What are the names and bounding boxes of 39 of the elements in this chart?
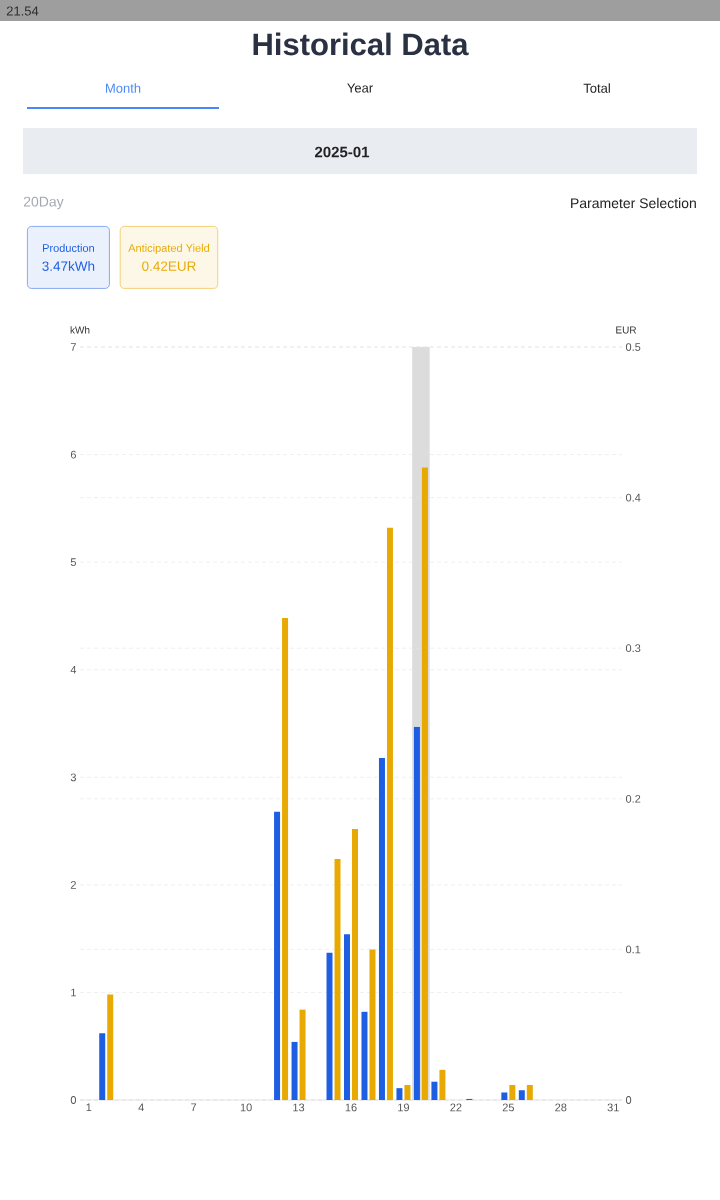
text: Month (106, 83, 141, 93)
text: Total (583, 83, 610, 93)
y2-tick-label: 0.5 (625, 343, 641, 351)
y-tick-label: 6 (70, 450, 76, 459)
x-tick-label: 10 (240, 1103, 252, 1112)
x-tick-label: 25 (502, 1103, 514, 1112)
x-tick-label: 13 (293, 1103, 305, 1112)
text: Parameter Selection (571, 197, 696, 209)
x-tick-label: 31 (607, 1103, 619, 1112)
y-tick-label: 4 (70, 665, 77, 674)
x-tick-label: 7 (191, 1103, 197, 1112)
text: 21.54 (6, 6, 39, 16)
y2-axis-title: EUR (616, 326, 637, 334)
text: Production (43, 243, 94, 252)
y2-tick-label: 0 (625, 1096, 632, 1104)
text: Anticipated Yield (128, 243, 210, 255)
x-tick-label: 22 (450, 1103, 462, 1112)
y2-tick-label: 0.4 (625, 493, 641, 502)
text: 20Day (23, 196, 64, 210)
x-tick-label: 19 (398, 1103, 410, 1112)
x-tick-label: 4 (138, 1103, 144, 1112)
chart-title: Historical Data (253, 32, 469, 56)
text: 3.47kWh (42, 261, 95, 271)
y2-tick-label: 0.3 (625, 644, 641, 653)
y-tick-label: 7 (70, 343, 76, 351)
y2-tick-label: 0.2 (625, 794, 641, 803)
y-axis-title: kWh (70, 326, 90, 334)
text: 0.42EUR (142, 261, 196, 271)
chart-subtitle: 2025-01 (314, 146, 370, 158)
y-tick-label: 0 (70, 1096, 77, 1104)
y-tick-label: 3 (70, 773, 76, 782)
x-tick-label: 28 (555, 1103, 567, 1112)
y-tick-label: 5 (70, 558, 76, 566)
y-tick-label: 1 (71, 988, 76, 997)
y2-tick-label: 0.1 (625, 945, 641, 954)
x-tick-label: 1 (86, 1103, 92, 1112)
y-tick-label: 2 (70, 881, 76, 889)
text: Year (347, 83, 373, 93)
x-tick-label: 16 (345, 1103, 357, 1112)
